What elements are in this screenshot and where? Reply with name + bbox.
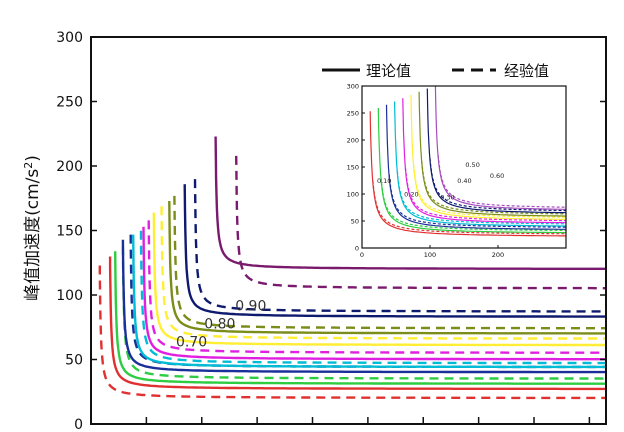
y-tick-label: 200 [56,159,83,175]
inset-curve-label: 0.10 [377,177,391,185]
inset-curve-label: 0.50 [465,161,479,169]
inset-y-tick-label: 50 [351,218,359,226]
inset-y-tick-label: 300 [347,83,359,91]
inset-series-line [404,168,566,222]
series-15-line [193,179,606,313]
series-12-line [168,200,606,335]
inset-y-tick-label: 200 [347,137,359,145]
series-13-line [173,195,606,330]
series-4-line [121,239,606,374]
legend-label-theory: 理论值 [366,62,411,80]
inset-x-tick-label: 200 [492,251,504,259]
series-2-line [114,251,606,385]
series-11-line [160,206,606,340]
inset-series-line [394,101,566,227]
series-0-line [108,256,606,391]
inset-curve-label: 0.20 [404,191,418,199]
inset-curve-label: 0.60 [490,172,504,180]
inset-chart: 0 50 100 150 200 250 300 0 100 200 0.10 0.20 0.300.4… [342,78,572,262]
inset-y-tick-label: 150 [347,164,359,172]
inset-series-line [377,107,566,234]
curve-labels: 0.900.80 0.70 [176,298,266,350]
inset-series-line [437,155,566,208]
inset-series-line [410,94,566,220]
y-axis-label-group: 峰值加速度(cm/s2) [22,155,44,301]
y-tick-label: 150 [56,224,83,240]
curve-label: 0.80 [204,317,235,333]
series-10-line [152,212,606,347]
legend: 理论值 经验值 [322,62,549,80]
inset-series-line [418,91,566,217]
series-8-line [142,226,606,361]
inset-series-line [396,171,566,225]
inset-curve-label: 0.30 [440,193,454,201]
inset-x-tick-label: 0 [360,251,364,259]
inset-y-tick-label: 250 [347,110,359,118]
y-axis-label: 峰值加速度(cm/s2) [22,155,44,301]
inset-series-line [421,161,566,215]
y-tick-label: 0 [74,417,83,432]
inset-series-line [385,104,566,230]
y-tick-label: 100 [56,288,83,304]
curve-label: 0.90 [235,298,266,314]
inset-series-line [429,158,566,212]
y-tick-label: 300 [56,30,83,46]
inset-series-line [388,174,566,228]
inset-y-tick-label: 100 [347,191,359,199]
series-9-line [147,220,606,354]
y-axis-label-text: 峰值加速度(cm/s2) [22,155,44,301]
series-7-line [139,230,606,365]
inset-y-tick-label: 0 [355,245,359,253]
series-16-line [214,136,606,270]
legend-label-empirical: 经验值 [504,62,549,80]
y-tick-label: 250 [56,95,83,111]
inset-series-line [369,111,566,237]
inset-series-line [380,177,566,232]
series-1-line [98,265,606,400]
series-17-line [235,155,606,290]
main-plot-axes: 0 50 100 150 200 250 300 [56,30,607,432]
curve-label: 0.70 [176,335,207,351]
y-tick-label: 50 [65,353,83,369]
inset-series-line [402,98,566,224]
inset-curve-label: 0.40 [457,177,471,185]
main-plot-curves [98,136,606,400]
series-14-line [183,184,606,318]
series-6-line [132,234,606,369]
inset-series-line [372,180,566,235]
inset-x-tick-label: 100 [424,251,436,259]
inset-series-line [413,164,566,218]
